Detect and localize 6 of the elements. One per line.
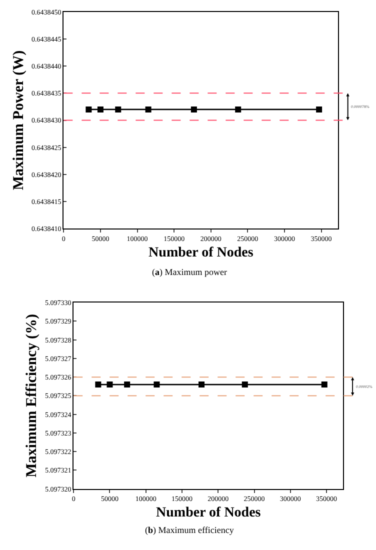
- text: (a) Maximum power: [152, 267, 227, 277]
- x-axis-title: Number of Nodes: [148, 245, 254, 260]
- text: (b) Maximum efficiency: [145, 525, 234, 535]
- y-axis-title: Maximum Power (W): [10, 50, 27, 190]
- x-axis-title: Number of Nodes: [156, 506, 262, 521]
- y-axis-title: Maximum Efficiency (%): [24, 314, 40, 478]
